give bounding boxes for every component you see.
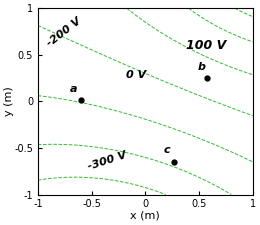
Text: b: b — [197, 62, 205, 72]
Text: c: c — [164, 145, 170, 155]
Text: 0 V: 0 V — [126, 70, 146, 80]
Y-axis label: y (m): y (m) — [4, 86, 14, 116]
Text: 100 V: 100 V — [186, 39, 226, 52]
X-axis label: x (m): x (m) — [131, 211, 160, 221]
Text: a: a — [70, 84, 77, 94]
Text: -200 V: -200 V — [46, 16, 83, 49]
Text: -300 V: -300 V — [86, 150, 128, 172]
